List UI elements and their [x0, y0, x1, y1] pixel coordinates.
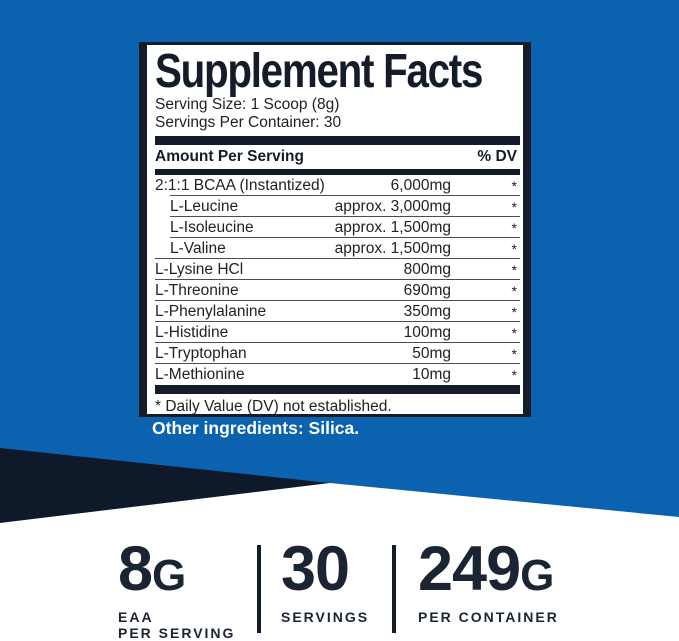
ingredient-name: L-Histidine [155, 324, 404, 342]
ingredient-dv-asterisk: * [451, 241, 517, 257]
ingredient-dv-asterisk: * [451, 199, 517, 215]
stat-eaa-label-line1: EAA [118, 610, 235, 626]
ingredient-amount: 50mg [412, 345, 451, 363]
ingredient-dv-asterisk: * [451, 367, 517, 383]
ingredient-name: L-Lysine HCl [155, 261, 404, 279]
stat-eaa-label-line2: PER SERVING [118, 626, 235, 641]
ingredient-name: L-Isoleucine [155, 219, 335, 237]
stat-servings-value: 30 [281, 544, 369, 601]
supplement-facts-content: Supplement Facts Serving Size: 1 Scoop (… [147, 45, 523, 416]
ingredient-amount: approx. 1,500mg [335, 240, 451, 258]
ingredient-amount: 800mg [404, 261, 451, 279]
stat-container-label: PER CONTAINER [418, 610, 559, 626]
ingredient-name: L-Phenylalanine [155, 303, 404, 321]
serving-size-text: Serving Size: 1 Scoop (8g) [155, 96, 520, 114]
stat-container-number: 249 [418, 534, 520, 604]
stat-container-value: 249G [418, 544, 559, 601]
ingredient-row: L-Phenylalanine 350mg * [155, 301, 520, 322]
divider-bar-bottom [155, 385, 520, 394]
stat-eaa-label: EAA PER SERVING [118, 610, 235, 641]
ingredient-name: 2:1:1 BCAA (Instantized) [155, 177, 391, 195]
stat-container-unit: G [520, 551, 554, 600]
ingredient-row: L-Isoleucine approx. 1,500mg * [155, 217, 520, 238]
stat-eaa-number: 8 [118, 534, 152, 604]
other-ingredients-text: Other ingredients: Silica. [152, 418, 359, 439]
ingredient-amount: 350mg [404, 303, 451, 321]
ingredient-row: L-Methionine 10mg * [155, 364, 520, 385]
ingredient-amount: approx. 3,000mg [335, 198, 451, 216]
stat-servings: 30 SERVINGS [281, 544, 369, 626]
ingredient-row: 2:1:1 BCAA (Instantized) 6,000mg * [155, 175, 520, 196]
ingredient-name: L-Leucine [155, 198, 335, 216]
stat-servings-label-line1: SERVINGS [281, 610, 369, 626]
supplement-facts-panel: Supplement Facts Serving Size: 1 Scoop (… [139, 42, 531, 417]
ingredient-name: L-Tryptophan [155, 345, 412, 363]
ingredient-dv-asterisk: * [451, 220, 517, 236]
ingredient-dv-asterisk: * [451, 178, 517, 194]
ingredient-row: L-Histidine 100mg * [155, 322, 520, 343]
ingredient-rows: 2:1:1 BCAA (Instantized) 6,000mg * L-Leu… [155, 175, 520, 385]
ingredient-dv-asterisk: * [451, 304, 517, 320]
ingredient-name: L-Threonine [155, 282, 404, 300]
ingredient-name: L-Valine [155, 240, 335, 258]
ingredient-dv-asterisk: * [451, 325, 517, 341]
ingredient-amount: 6,000mg [391, 177, 451, 195]
stat-per-container: 249G PER CONTAINER [418, 544, 559, 626]
percent-dv-header: % DV [477, 148, 517, 166]
servings-per-container-text: Servings Per Container: 30 [155, 114, 520, 132]
ingredient-amount: 100mg [404, 324, 451, 342]
table-column-header: Amount Per Serving % DV [155, 145, 520, 169]
stat-servings-number: 30 [281, 534, 349, 604]
ingredient-name: L-Methionine [155, 366, 412, 384]
stats-band: 8G EAA PER SERVING 30 SERVINGS 249G PER … [0, 544, 679, 636]
ingredient-amount: approx. 1,500mg [335, 219, 451, 237]
stats-divider-1 [257, 545, 261, 633]
ingredient-row: L-Valine approx. 1,500mg * [155, 238, 520, 259]
ingredient-row: L-Lysine HCl 800mg * [155, 259, 520, 280]
ingredient-dv-asterisk: * [451, 262, 517, 278]
ingredient-dv-asterisk: * [451, 283, 517, 299]
ingredient-dv-asterisk: * [451, 346, 517, 362]
ingredient-row: L-Threonine 690mg * [155, 280, 520, 301]
stat-eaa-per-serving: 8G EAA PER SERVING [118, 544, 235, 641]
divider-bar-top [155, 136, 520, 145]
stat-eaa-unit: G [152, 551, 186, 600]
ingredient-row: L-Tryptophan 50mg * [155, 343, 520, 364]
ingredient-amount: 690mg [404, 282, 451, 300]
amount-per-serving-header: Amount Per Serving [155, 148, 304, 166]
daily-value-footnote: * Daily Value (DV) not established. [155, 394, 520, 416]
stat-servings-label: SERVINGS [281, 610, 369, 626]
stat-container-label-line1: PER CONTAINER [418, 610, 559, 626]
ingredient-amount: 10mg [412, 366, 451, 384]
stat-eaa-value: 8G [118, 544, 235, 601]
supplement-facts-title: Supplement Facts [155, 53, 462, 91]
stats-divider-2 [392, 545, 396, 633]
ingredient-row: L-Leucine approx. 3,000mg * [155, 196, 520, 217]
